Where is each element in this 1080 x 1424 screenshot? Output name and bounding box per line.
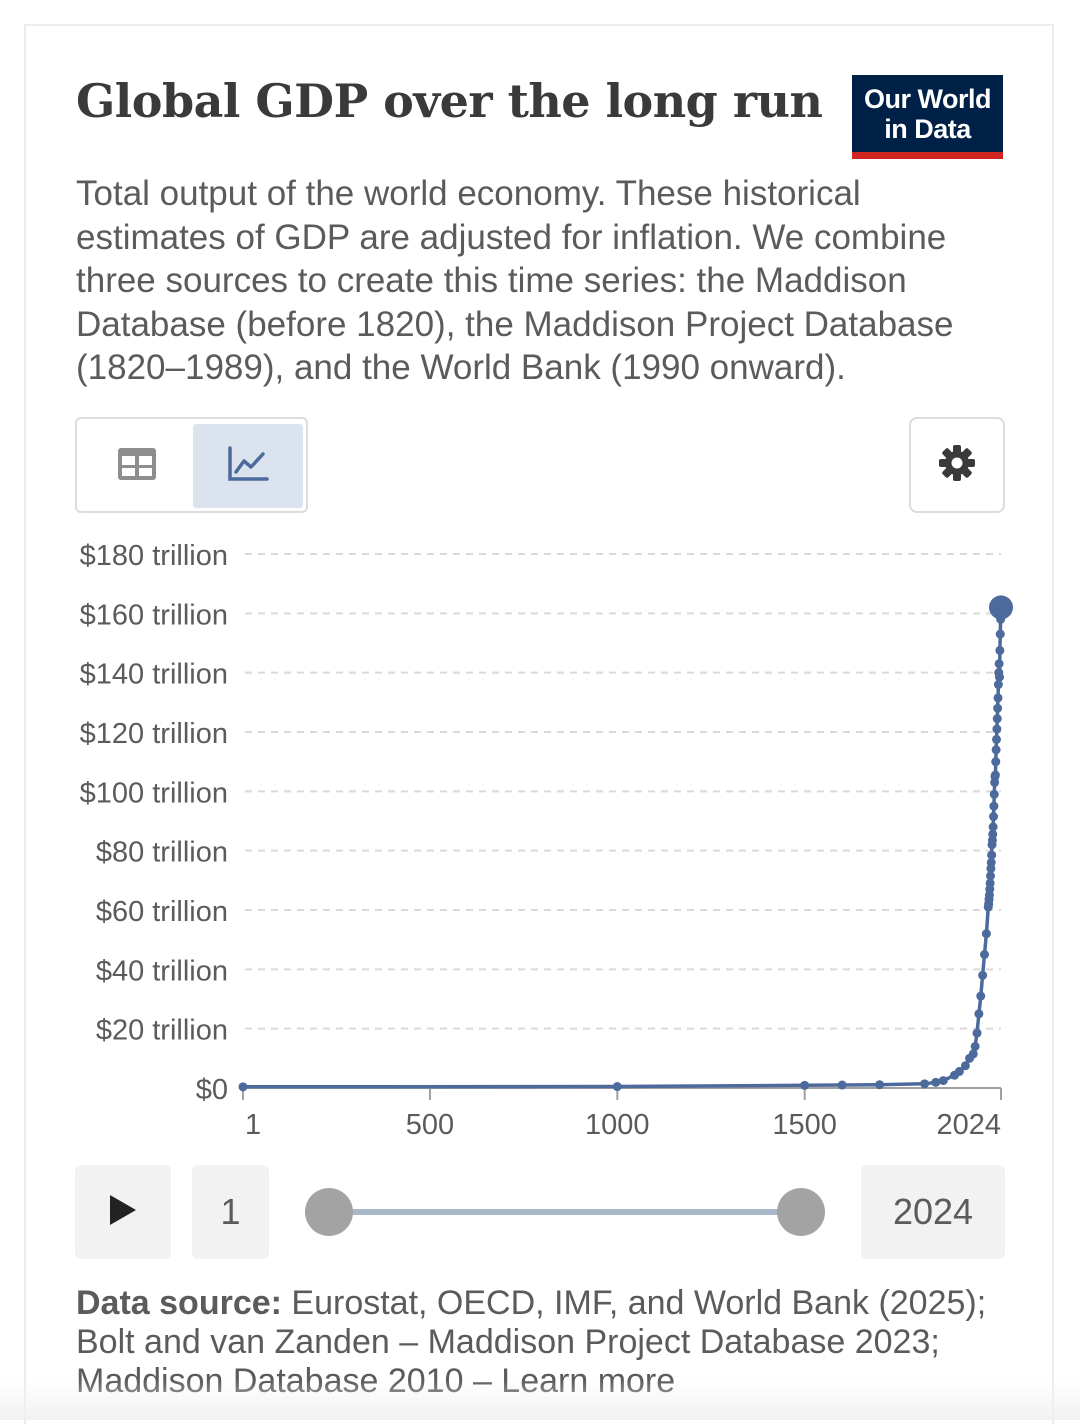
data-point bbox=[972, 1028, 982, 1038]
data-point bbox=[993, 703, 1003, 713]
timeline-end-handle[interactable] bbox=[777, 1188, 825, 1236]
y-tick-label: $80 trillion bbox=[96, 837, 228, 869]
line-chart-icon bbox=[227, 445, 269, 487]
view-tabs bbox=[75, 417, 308, 513]
data-point bbox=[989, 789, 999, 799]
data-point bbox=[875, 1080, 885, 1090]
data-source-label: Data source: bbox=[76, 1284, 282, 1322]
data-point bbox=[989, 801, 999, 811]
data-point bbox=[988, 829, 998, 839]
gear-icon bbox=[938, 444, 976, 487]
data-point bbox=[981, 929, 991, 939]
table-icon bbox=[117, 447, 157, 486]
data-point bbox=[954, 1066, 964, 1076]
owid-logo[interactable]: Our World in Data bbox=[852, 75, 1003, 159]
x-tick-label: 500 bbox=[406, 1109, 454, 1141]
bottom-fade bbox=[0, 1380, 1080, 1420]
x-tick-label: 1 bbox=[245, 1109, 261, 1141]
play-button[interactable] bbox=[75, 1165, 171, 1259]
timeline-end-year[interactable]: 2024 bbox=[861, 1165, 1005, 1259]
series-last-point bbox=[989, 595, 1013, 620]
data-point bbox=[989, 812, 999, 822]
timeline-start-handle[interactable] bbox=[305, 1188, 353, 1236]
data-point bbox=[920, 1079, 930, 1089]
data-point bbox=[800, 1080, 810, 1090]
data-point bbox=[994, 659, 1004, 669]
chart-subtitle: Total output of the world economy. These… bbox=[76, 174, 954, 387]
y-tick-label: $140 trillion bbox=[80, 659, 228, 691]
chart-title: Global GDP over the long run bbox=[76, 74, 823, 128]
settings-button[interactable] bbox=[909, 417, 1005, 513]
tab-table[interactable] bbox=[82, 424, 192, 508]
x-tick-label: 1500 bbox=[772, 1109, 837, 1141]
data-point bbox=[992, 734, 1002, 744]
data-point bbox=[612, 1082, 622, 1092]
y-tick-label: $40 trillion bbox=[96, 955, 228, 987]
logo-line-1: Our World bbox=[864, 84, 992, 114]
data-point bbox=[995, 629, 1005, 639]
timeline-start-year[interactable]: 1 bbox=[192, 1165, 269, 1259]
x-tick-label: 2024 bbox=[936, 1109, 1001, 1141]
tab-chart[interactable] bbox=[193, 424, 303, 508]
data-point bbox=[960, 1061, 970, 1071]
y-tick-label: $180 trillion bbox=[80, 540, 228, 572]
play-icon bbox=[108, 1193, 138, 1232]
data-point bbox=[991, 757, 1001, 767]
data-point bbox=[938, 1076, 948, 1086]
y-tick-label: $160 trillion bbox=[80, 599, 228, 631]
data-point bbox=[238, 1082, 248, 1092]
y-tick-label: $120 trillion bbox=[80, 718, 228, 750]
y-tick-label: $60 trillion bbox=[96, 896, 228, 928]
data-point bbox=[974, 1009, 984, 1019]
data-point bbox=[990, 770, 1000, 780]
data-point bbox=[991, 745, 1001, 755]
data-point bbox=[987, 850, 997, 860]
data-point bbox=[986, 871, 996, 881]
x-tick-label: 1000 bbox=[585, 1109, 650, 1141]
timeline-track[interactable] bbox=[330, 1209, 800, 1215]
data-point bbox=[931, 1077, 941, 1087]
data-point bbox=[976, 991, 986, 1001]
data-point bbox=[988, 822, 998, 832]
data-point bbox=[992, 714, 1002, 724]
data-point bbox=[986, 858, 996, 868]
logo-line-2: in Data bbox=[884, 114, 971, 144]
data-point bbox=[980, 950, 990, 959]
y-tick-label: $100 trillion bbox=[80, 777, 228, 809]
data-point bbox=[995, 645, 1005, 655]
line-chart: $0 $20 trillion $40 trillion $60 trillion $8… bbox=[80, 540, 1013, 1141]
data-point bbox=[837, 1080, 847, 1090]
data-point bbox=[978, 970, 988, 980]
data-point bbox=[993, 680, 1003, 690]
y-tick-label: $20 trillion bbox=[96, 1015, 228, 1047]
data-point bbox=[970, 1041, 980, 1051]
data-point bbox=[995, 672, 1005, 682]
data-point bbox=[993, 693, 1003, 703]
data-point bbox=[992, 724, 1002, 734]
y-tick-label: $0 bbox=[196, 1074, 228, 1106]
data-point bbox=[985, 878, 995, 888]
data-point bbox=[968, 1049, 978, 1059]
series-line bbox=[242, 607, 1003, 1089]
